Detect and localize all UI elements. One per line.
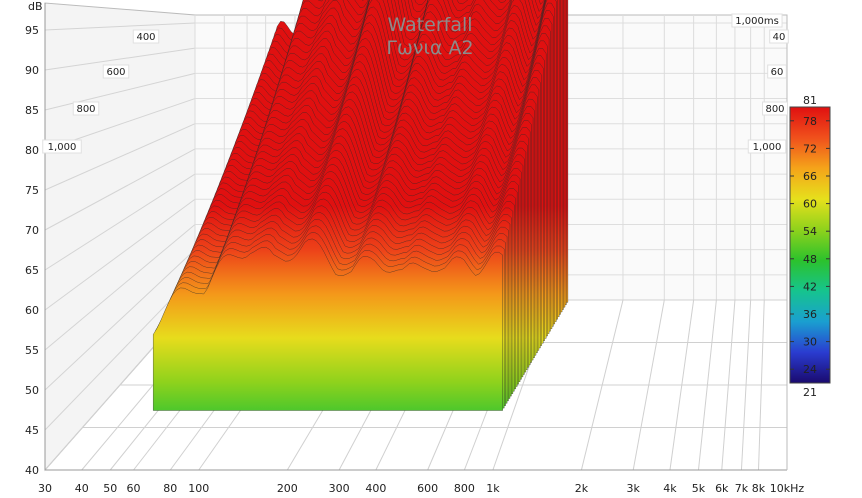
colorbar-tick-label: 30 <box>803 336 817 349</box>
x-tick-label: 8k <box>752 482 766 495</box>
y-unit-label: dB <box>28 0 43 13</box>
x-tick-label: 1k <box>486 482 500 495</box>
x-tick-label: 800 <box>454 482 475 495</box>
x-tick-label: 600 <box>417 482 438 495</box>
y-tick-label: 85 <box>25 104 39 117</box>
time-label-left: 400 <box>136 32 155 43</box>
time-label-left: 1,000 <box>48 142 77 153</box>
colorbar-min-label: 21 <box>803 386 817 399</box>
x-tick-label: 30 <box>38 482 52 495</box>
y-tick-label: 40 <box>25 464 39 477</box>
x-tick-label: 6k <box>715 482 729 495</box>
time-label-left: 800 <box>76 104 95 115</box>
axes: 40 45 50 55 60 65 70 75 80 85 90 95 30 40 50 60 80 100 200… <box>25 13 805 495</box>
y-tick-label: 75 <box>25 184 39 197</box>
x-tick-label: 7k <box>735 482 749 495</box>
waterfall-surface <box>152 0 569 411</box>
time-label-right: 40 <box>773 32 786 43</box>
y-tick-label: 50 <box>25 384 39 397</box>
x-tick-label: 40 <box>75 482 89 495</box>
y-tick-label: 55 <box>25 344 39 357</box>
x-tick-label: 100 <box>188 482 209 495</box>
colorbar-tick-label: 78 <box>803 115 817 128</box>
x-tick-label: 300 <box>329 482 350 495</box>
colorbar-tick-label: 60 <box>803 198 817 211</box>
x-tick-label: 200 <box>277 482 298 495</box>
colorbar-tick-label: 24 <box>803 363 817 376</box>
y-tick-label: 95 <box>25 24 39 37</box>
y-tick-label: 60 <box>25 304 39 317</box>
x-tick-label: 50 <box>103 482 117 495</box>
x-tick-label: 10kHz <box>770 482 805 495</box>
colorbar-tick-label: 72 <box>803 142 817 155</box>
x-tick-label: 4k <box>663 482 677 495</box>
colorbar-tick-label: 36 <box>803 308 817 321</box>
time-label-right: 800 <box>765 104 784 115</box>
time-label-right: 1,000ms <box>735 16 779 27</box>
x-tick-label: 3k <box>627 482 641 495</box>
colorbar-tick-label: 66 <box>803 170 817 183</box>
colorbar-tick-label: 42 <box>803 280 817 293</box>
colorbar: 78 72 66 60 54 48 42 36 30 24 81 21 <box>789 94 831 399</box>
y-tick-label: 80 <box>25 144 39 157</box>
chart-title: Waterfall <box>387 14 472 36</box>
colorbar-tick-label: 48 <box>803 253 817 266</box>
y-tick-label: 70 <box>25 224 39 237</box>
colorbar-max-label: 81 <box>803 94 817 107</box>
time-label-left: 600 <box>106 67 125 78</box>
y-tick-label: 90 <box>25 64 39 77</box>
y-tick-label: 45 <box>25 424 39 437</box>
time-label-right: 1,000 <box>753 142 782 153</box>
y-tick-label: 65 <box>25 264 39 277</box>
x-tick-label: 60 <box>127 482 141 495</box>
time-label-right: 60 <box>771 67 784 78</box>
x-tick-label: 80 <box>163 482 177 495</box>
x-tick-label: 2k <box>575 482 589 495</box>
x-tick-label: 400 <box>365 482 386 495</box>
x-tick-label: 5k <box>692 482 706 495</box>
chart-subtitle: Γωνια Α2 <box>386 37 473 59</box>
colorbar-tick-label: 54 <box>803 225 817 238</box>
